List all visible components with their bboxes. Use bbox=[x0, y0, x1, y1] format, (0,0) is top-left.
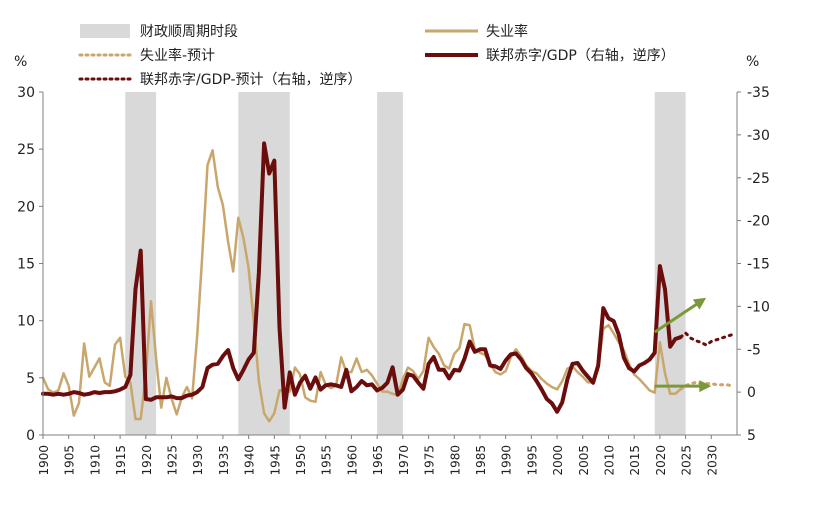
x-tick-label: 1915 bbox=[114, 445, 128, 476]
deficit-forecast-line bbox=[679, 331, 734, 347]
right-tick-label: 0 bbox=[747, 385, 756, 401]
right-tick-label: -35 bbox=[747, 85, 770, 101]
right-tick-label: 5 bbox=[747, 428, 756, 444]
x-tick-label: 2005 bbox=[577, 445, 591, 476]
unemployment-line bbox=[41, 149, 682, 423]
legend-label-unemp-forecast: 失业率-预计 bbox=[140, 47, 215, 64]
x-tick-label: 2020 bbox=[654, 445, 668, 476]
x-tick-label: 1980 bbox=[448, 445, 462, 476]
left-tick-label: 25 bbox=[17, 142, 35, 158]
left-tick-label: 5 bbox=[26, 371, 35, 387]
x-tick-label: 1985 bbox=[474, 445, 488, 476]
trend-arrow-1 bbox=[653, 298, 704, 334]
right-tick-label: -20 bbox=[747, 214, 770, 230]
right-tick-label: -30 bbox=[747, 128, 770, 144]
x-tick-label: 1920 bbox=[140, 445, 154, 476]
legend-label-deficit-forecast: 联邦赤字/GDP-预计（右轴，逆序） bbox=[140, 72, 362, 88]
left-unit-label: % bbox=[14, 54, 27, 70]
x-tick-label: 2025 bbox=[680, 445, 694, 476]
x-tick-label: 1960 bbox=[345, 445, 359, 476]
right-tick-label: -25 bbox=[747, 171, 770, 187]
x-tick-label: 1970 bbox=[397, 445, 411, 476]
right-tick-label: -15 bbox=[747, 257, 770, 273]
legend-swatch-shade bbox=[80, 24, 130, 38]
x-tick-label: 1955 bbox=[320, 445, 334, 476]
left-tick-label: 10 bbox=[17, 314, 35, 330]
left-tick-label: 20 bbox=[17, 199, 35, 215]
trend-arrows bbox=[653, 297, 712, 393]
legend: 财政顺周期时段 失业率 失业率-预计 联邦赤字/GDP（右轴，逆序） 联邦赤字/… bbox=[78, 23, 675, 88]
trend-arrow-head-2 bbox=[699, 380, 712, 393]
x-tick-label: 1975 bbox=[423, 445, 437, 476]
x-tick-label: 2000 bbox=[551, 445, 565, 476]
x-tick-label: 2030 bbox=[705, 445, 719, 476]
x-tick-label: 1905 bbox=[63, 445, 77, 476]
x-tick-label: 1995 bbox=[525, 445, 539, 476]
x-tick-label: 1990 bbox=[500, 445, 514, 476]
left-tick-label: 30 bbox=[17, 85, 35, 101]
x-tick-label: 1925 bbox=[166, 445, 180, 476]
x-tick-label: 1910 bbox=[88, 445, 102, 476]
x-tick-label: 1965 bbox=[371, 445, 385, 476]
shade-period-4 bbox=[654, 92, 686, 435]
x-tick-label: 1930 bbox=[191, 445, 205, 476]
right-tick-label: -10 bbox=[747, 299, 770, 315]
left-tick-label: 0 bbox=[26, 428, 35, 444]
x-tick-label: 1935 bbox=[217, 445, 231, 476]
x-tick-label: 2015 bbox=[628, 445, 642, 476]
legend-label-shade: 财政顺周期时段 bbox=[140, 24, 238, 40]
shade-period-3 bbox=[377, 92, 403, 435]
trend-arrow-head-1 bbox=[692, 297, 707, 310]
x-tick-label: 1940 bbox=[243, 445, 257, 476]
legend-label-unemp: 失业率 bbox=[486, 23, 528, 40]
legend-label-deficit: 联邦赤字/GDP（右轴，逆序） bbox=[486, 48, 675, 64]
x-tick-label: 2010 bbox=[602, 445, 616, 476]
x-tick-label: 1945 bbox=[268, 445, 282, 476]
right-tick-label: -5 bbox=[747, 342, 761, 358]
x-tick-label: 1900 bbox=[37, 445, 51, 476]
deficit-line bbox=[41, 141, 683, 414]
left-tick-label: 15 bbox=[17, 257, 35, 273]
x-tick-label: 1950 bbox=[294, 445, 308, 476]
right-unit-label: % bbox=[746, 54, 759, 70]
